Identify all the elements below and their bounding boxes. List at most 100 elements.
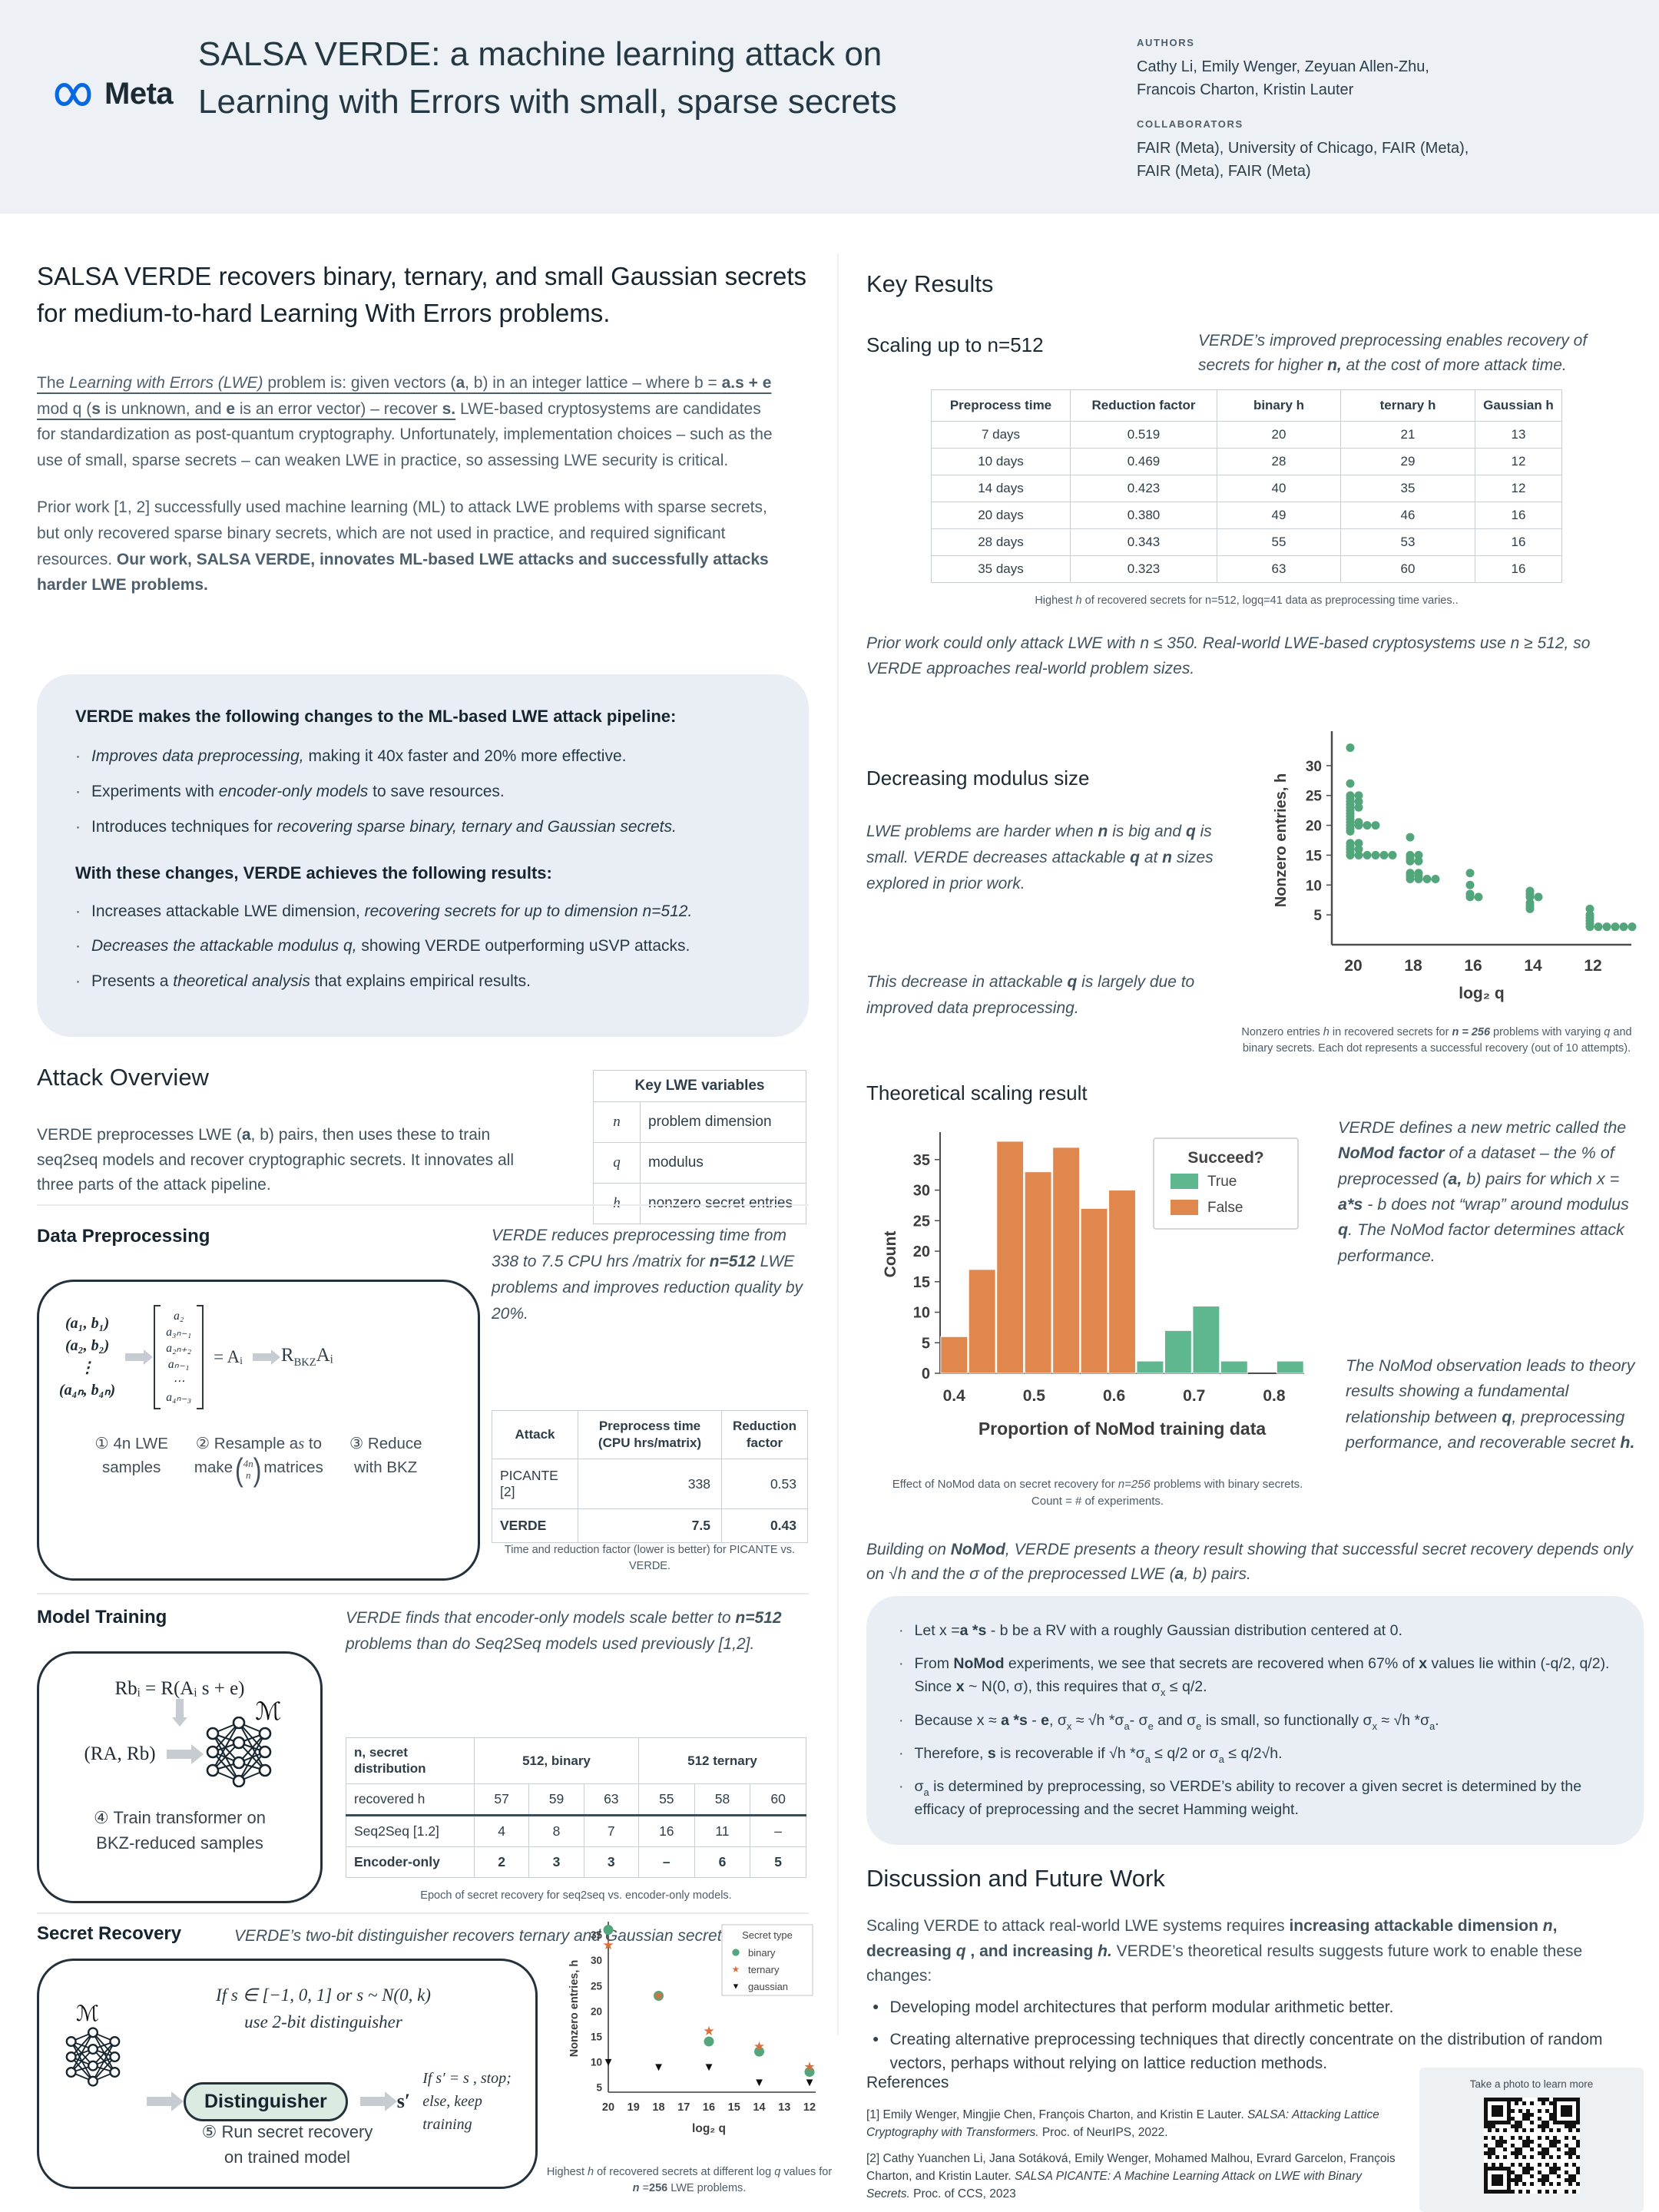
data-point: [1465, 892, 1475, 902]
training-step: ④ Train transformer on BKZ-reduced sampl…: [94, 1808, 266, 1853]
section-divider: [37, 1593, 809, 1594]
data-point: [1414, 856, 1423, 866]
rbkz-formula: RBKZAᵢ: [280, 1344, 333, 1369]
bullet-icon: ·: [899, 1622, 904, 1639]
svg-text:30: 30: [913, 1183, 930, 1200]
svg-text:★: ★: [803, 2059, 815, 2074]
table-row: Encoder-only 2 3 3–6 5: [346, 1846, 806, 1878]
data-point: [1354, 850, 1363, 859]
data-point: [754, 2046, 764, 2057]
list-item: · Improves data preprocessing, making it …: [75, 746, 770, 768]
svg-text:★: ★: [753, 2039, 765, 2054]
svg-text:13: 13: [778, 2101, 790, 2114]
bracket-left: [154, 1305, 161, 1409]
svg-text:Nonzero entries, h: Nonzero entries, h: [568, 1960, 581, 2058]
bullet-icon: ·: [75, 747, 81, 765]
results-bullets: · Increases attackable LWE dimension, rec…: [75, 901, 770, 994]
reference-2: [2] Cathy Yuanchen Li, Jana Sotáková, Em…: [866, 2151, 1396, 2201]
svg-text:0: 0: [922, 1366, 930, 1382]
step-2: ② Resample as to make(4n n) matrices: [194, 1434, 323, 1488]
matrix: a₂ a₃ₙ₋₁ a₂ₙ₊₂ aₙ₋₁ ⋯ a₄ₙ₋₃: [154, 1305, 204, 1409]
list-item: ● Developing model architectures that per…: [873, 1995, 1647, 2020]
authors-label: AUTHORS: [1137, 37, 1195, 48]
discussion-bullets: ● Developing model architectures that per…: [873, 1995, 1647, 2084]
meta-logo-text: Meta: [104, 77, 174, 111]
transformer-model: ℳ: [202, 1697, 282, 1791]
recovery-step: ⑤ Run secret recovery on trained model: [201, 2122, 373, 2167]
references-title: References: [866, 2074, 949, 2091]
data-point: [1619, 922, 1628, 932]
ra-rb: (RA, Rb): [84, 1743, 156, 1764]
data-point: [1474, 892, 1483, 902]
list-item: · Experiments with encoder-only models to…: [75, 781, 770, 803]
preprocessing-flow: (a₁, b₁) (a₂, b₂) ⋮ (a₄ₙ, b₄ₙ) a₂ a₃ₙ₋₁ …: [59, 1305, 478, 1409]
table-row: 28 days 0.343 55 53 16: [931, 528, 1562, 556]
svg-text:Nonzero entries, h: Nonzero entries, h: [1273, 773, 1290, 907]
svg-text:ternary: ternary: [748, 1964, 780, 1975]
data-point: [1354, 839, 1363, 848]
table-row: 20 days 0.380 49 46 16: [931, 502, 1562, 529]
scaling-title: Scaling up to n=512: [866, 333, 1044, 356]
bar: [1108, 1190, 1136, 1374]
svg-text:19: 19: [628, 2101, 640, 2114]
poster-title-line2: Learning with Errors with small, sparse …: [198, 83, 897, 121]
svg-text:0.7: 0.7: [1183, 1387, 1205, 1405]
svg-text:10: 10: [591, 2056, 602, 2068]
distinguisher-pill: Distinguisher: [184, 2081, 348, 2121]
svg-text:▼: ▼: [753, 2076, 765, 2089]
bar: [940, 1336, 969, 1374]
data-point: [1406, 856, 1415, 866]
svg-text:20: 20: [1344, 957, 1362, 975]
bar: [1164, 1330, 1192, 1374]
model-table-caption: Epoch of secret recovery for seq2seq vs.…: [420, 1889, 732, 1902]
training-flow: (RA, Rb) ℳ: [39, 1697, 320, 1791]
table-row: 10 days 0.469 28 29 12: [931, 448, 1562, 475]
svg-text:★: ★: [653, 1988, 664, 2003]
table-row: PICANTE [2] 338 0.53: [492, 1459, 808, 1510]
collaborators-label: COLLABORATORS: [1137, 118, 1243, 130]
discussion-paragraph: Scaling VERDE to attack real-world LWE s…: [866, 1917, 1583, 1985]
qr-panel: Take a photo to learn more: [1419, 2068, 1644, 2212]
svg-text:16: 16: [1464, 957, 1482, 975]
references-list: [1] Emily Wenger, Mingjie Chen, François…: [866, 2106, 1404, 2203]
svg-text:25: 25: [1306, 789, 1323, 805]
svg-text:30: 30: [1306, 759, 1322, 775]
data-point: [1585, 922, 1594, 932]
secret-chart-caption: Highest h of recovered secrets at differ…: [546, 2166, 833, 2195]
svg-text:▼: ▼: [603, 2055, 614, 2068]
step-3: ③ Reduce with BKZ: [349, 1434, 422, 1476]
data-point: [704, 2036, 714, 2047]
data-point: [1585, 904, 1594, 913]
bar: [1192, 1306, 1220, 1374]
svg-text:15: 15: [591, 2031, 603, 2042]
svg-text:14: 14: [753, 2101, 765, 2114]
bullet-icon: ·: [899, 1778, 904, 1796]
intro-paragraph-2: Prior work [1, 2] successfully used mach…: [37, 498, 769, 594]
binomial-icon: (4n n): [235, 1452, 262, 1488]
data-point: [1354, 845, 1363, 854]
theory-bullets: · Let x =a *s - b be a RV with a roughly …: [899, 1619, 1611, 1822]
secret-scatter-svg: 5 10 15 20 25 30 35 20 19 18 17 16 15 14 13 12 log₂ q Non…: [568, 1922, 816, 2135]
trained-model: ℳ: [62, 2001, 124, 2091]
data-point: [1354, 821, 1363, 830]
bar: [968, 1269, 996, 1374]
svg-text:0.4: 0.4: [943, 1387, 966, 1405]
scaling-note: VERDE’s improved preprocessing enables r…: [1198, 332, 1588, 374]
data-point: [1628, 922, 1637, 932]
nomod-histogram-svg: 0 5 10 15 20 25 30 35 0.4 0.5 0.6 0.7 0.8 Proportion …: [882, 1132, 1304, 1439]
data-point: [1611, 922, 1620, 932]
svg-text:30: 30: [591, 1955, 602, 1966]
scaling-results-table: Preprocess time Reduction factor binary …: [931, 389, 1562, 583]
list-item: · Presents a theoretical analysis that ex…: [75, 971, 770, 993]
discussion-title: Discussion and Future Work: [866, 1865, 1165, 1892]
arrow-right-icon: [359, 2097, 385, 2106]
svg-text:15: 15: [1306, 848, 1323, 864]
list-item: · Introduces techniques for recovering sp…: [75, 816, 770, 839]
bullet-icon: ·: [75, 817, 81, 836]
svg-text:▼: ▼: [732, 1982, 740, 1992]
data-point: [1534, 892, 1543, 902]
nomod-p1: VERDE defines a new metric called the No…: [1338, 1118, 1629, 1265]
data-point: [1354, 791, 1363, 800]
data-point: [1414, 850, 1423, 859]
